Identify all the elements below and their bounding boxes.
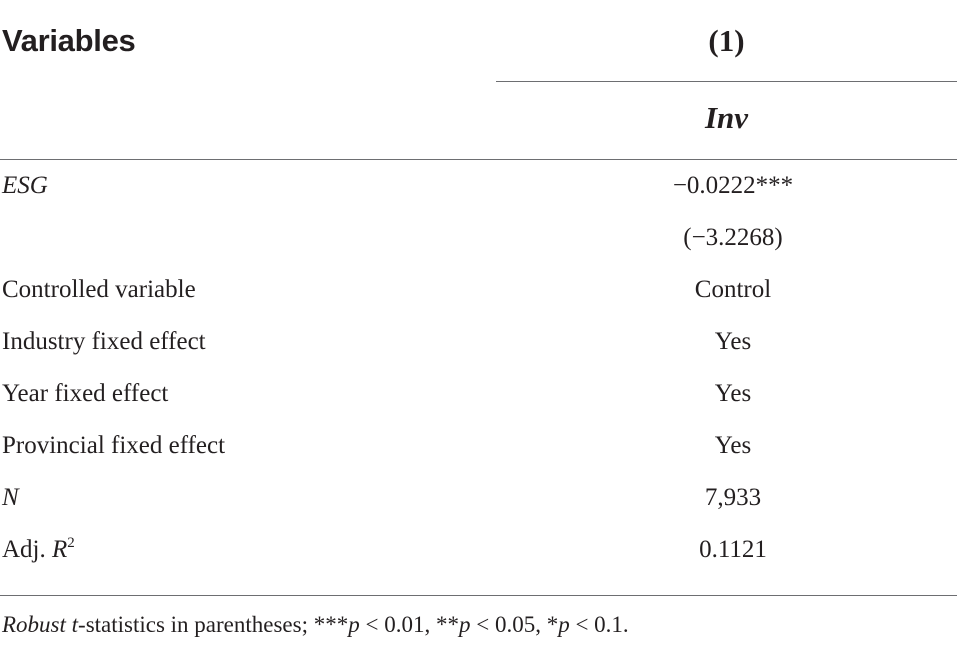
row-value-provincial-fixed-effect: Yes (714, 432, 752, 459)
table-bottom-rule (0, 595, 957, 596)
note-text1: -statistics in parentheses; *** (78, 612, 349, 637)
r-variable: R (52, 536, 68, 563)
dependent-variable-header: Inv (704, 100, 749, 135)
row-value-controlled-variable: Control (694, 276, 772, 303)
row-label-industry-fixed-effect: Industry fixed effect (2, 328, 206, 355)
variables-header: Variables (2, 23, 136, 58)
note-t: t (71, 612, 79, 637)
row-value-esg-tstat: (−3.2268) (683, 224, 783, 251)
note-p2: p (458, 612, 471, 637)
adj-prefix: Adj. (2, 536, 52, 563)
row-label-provincial-fixed-effect: Provincial fixed effect (2, 432, 226, 459)
note-text4: < 0.1. (569, 612, 629, 637)
row-label-year-fixed-effect: Year fixed effect (2, 380, 169, 407)
column-number-header: (1) (708, 23, 745, 58)
note-p3: p (558, 612, 570, 637)
note-text3: < 0.05, * (470, 612, 559, 637)
row-value-year-fixed-effect: Yes (714, 380, 752, 407)
column-header-rule (496, 81, 957, 82)
row-value-n: 7,933 (704, 484, 762, 511)
note-robust: Robust (2, 612, 66, 637)
row-value-esg-coefficient: −0.0222*** (672, 172, 794, 199)
header-bottom-rule (0, 159, 957, 160)
row-label-esg: ESG (2, 172, 48, 199)
row-label-controlled-variable: Controlled variable (2, 276, 196, 303)
note-text2: < 0.01, ** (359, 612, 459, 637)
note-p1: p (348, 612, 360, 637)
r-superscript: 2 (67, 535, 75, 551)
table-footnote: Robust t-statistics in parentheses; ***p… (2, 610, 629, 640)
row-value-industry-fixed-effect: Yes (714, 328, 752, 355)
row-label-n: N (2, 484, 19, 511)
row-label-adj-r2: Adj. R2 (2, 534, 75, 566)
row-value-adj-r2: 0.1121 (699, 536, 767, 563)
